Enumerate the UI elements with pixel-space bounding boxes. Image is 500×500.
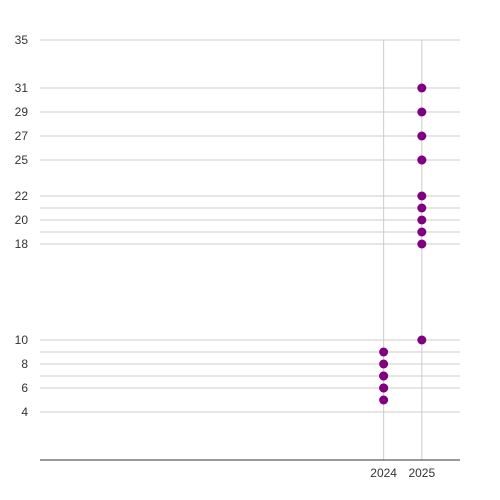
x-tick-label: 2025 (408, 466, 435, 480)
x-tick-labels: 2024 2025 (370, 466, 435, 480)
data-point (417, 83, 427, 93)
data-point (379, 395, 389, 405)
data-point (417, 227, 427, 237)
y-tick-label: 25 (15, 153, 29, 167)
data-point (379, 383, 389, 393)
y-tick-label: 22 (15, 189, 29, 203)
y-tick-labels: 4 6 8 10 18 20 22 25 27 29 31 35 (15, 33, 29, 419)
data-point (417, 107, 427, 117)
y-tick-label: 8 (21, 357, 28, 371)
data-point (379, 371, 389, 381)
data-point (417, 155, 427, 165)
data-point (417, 335, 427, 345)
data-point (417, 215, 427, 225)
data-point (417, 239, 427, 249)
y-tick-label: 31 (15, 81, 29, 95)
y-tick-label: 27 (15, 129, 29, 143)
x-gridlines (383, 40, 423, 460)
y-tick-label: 6 (21, 381, 28, 395)
data-points (379, 83, 427, 405)
data-point (417, 131, 427, 141)
y-tick-label: 18 (15, 237, 29, 251)
y-tick-label: 35 (15, 33, 29, 47)
y-tick-label: 20 (15, 213, 29, 227)
data-point (417, 203, 427, 213)
data-point (379, 359, 389, 369)
y-gridlines (40, 39, 460, 413)
y-tick-label: 4 (21, 405, 28, 419)
data-point (417, 191, 427, 201)
y-tick-label: 10 (15, 333, 29, 347)
data-point (379, 347, 389, 357)
y-tick-label: 29 (15, 105, 29, 119)
x-tick-label: 2024 (370, 466, 397, 480)
